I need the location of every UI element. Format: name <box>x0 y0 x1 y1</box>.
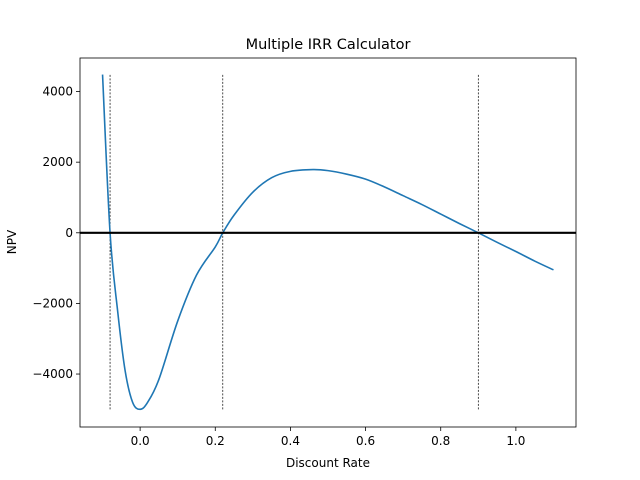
y-tick-label: 2000 <box>42 155 73 169</box>
chart-title: Multiple IRR Calculator <box>246 37 411 53</box>
y-tick-label: 4000 <box>42 85 73 99</box>
y-tick-label: −2000 <box>32 296 73 310</box>
plot-area <box>80 73 576 411</box>
axes-frame <box>79 57 577 428</box>
x-tick-label: 0.8 <box>431 434 450 448</box>
y-axis-label: NPV <box>5 229 19 254</box>
x-tick-label: 0.4 <box>281 434 300 448</box>
x-axis: 0.0 0.2 0.4 0.6 0.8 1.0 <box>131 427 525 448</box>
x-tick-label: 1.0 <box>506 434 525 448</box>
x-tick-label: 0.6 <box>356 434 375 448</box>
npv-curve <box>101 74 554 411</box>
x-tick-label: 0.0 <box>131 434 150 448</box>
x-tick-label: 0.2 <box>206 434 225 448</box>
x-axis-label: Discount Rate <box>286 456 370 470</box>
y-tick-label: −4000 <box>32 367 73 381</box>
y-axis: −4000 −2000 0 2000 4000 <box>32 85 80 381</box>
y-tick-label: 0 <box>65 226 73 240</box>
